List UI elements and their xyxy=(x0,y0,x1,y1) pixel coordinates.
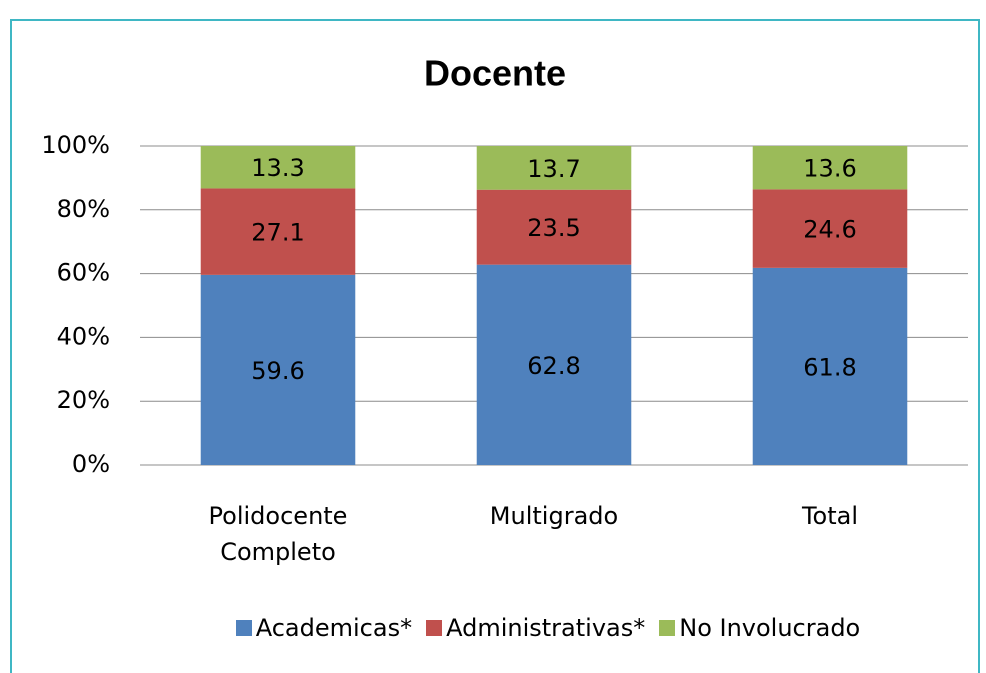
bar-segment xyxy=(200,188,356,275)
bar-segment xyxy=(752,189,908,268)
bar-segment xyxy=(476,264,632,465)
legend-swatch xyxy=(426,620,443,636)
legend: Academicas* Administrativas* No Involucrad… xyxy=(0,614,986,642)
legend-swatch xyxy=(235,620,252,636)
x-tick-label: Total xyxy=(801,502,859,530)
bar-segment xyxy=(200,274,356,465)
y-tick-label: 80% xyxy=(57,195,110,223)
y-tick-label: 100% xyxy=(41,131,110,159)
bar-segment xyxy=(476,146,632,190)
y-tick-label: 0% xyxy=(72,450,110,478)
data-label: 23.5 xyxy=(527,214,580,242)
y-tick-label: 20% xyxy=(57,386,110,414)
x-tick-label: Polidocente Completo xyxy=(208,502,348,566)
legend-label: Administrativas* xyxy=(446,614,646,642)
bar-segment xyxy=(200,146,356,189)
legend-item: Academicas* xyxy=(235,614,413,642)
chart-title: Docente xyxy=(424,53,566,94)
data-label: 27.1 xyxy=(251,219,304,247)
legend-item: No Involucrado xyxy=(659,614,860,642)
legend-swatch xyxy=(659,620,676,636)
data-label: 24.6 xyxy=(803,216,856,244)
data-label: 13.6 xyxy=(803,155,856,183)
bar-segment xyxy=(476,189,632,265)
bar-segment xyxy=(752,146,908,190)
data-label: 59.6 xyxy=(251,357,304,385)
data-label: 61.8 xyxy=(803,353,856,381)
x-tick-label: Multigrado xyxy=(489,502,619,530)
legend-label: No Involucrado xyxy=(679,614,861,642)
data-label: 62.8 xyxy=(527,352,580,380)
bar-segment xyxy=(752,267,908,465)
legend-item: Administrativas* xyxy=(426,614,645,642)
data-label: 13.3 xyxy=(251,154,304,182)
y-tick-label: 60% xyxy=(57,259,110,287)
data-label: 13.7 xyxy=(527,155,580,183)
y-tick-label: 40% xyxy=(57,322,110,350)
legend-label: Academicas* xyxy=(255,614,413,642)
